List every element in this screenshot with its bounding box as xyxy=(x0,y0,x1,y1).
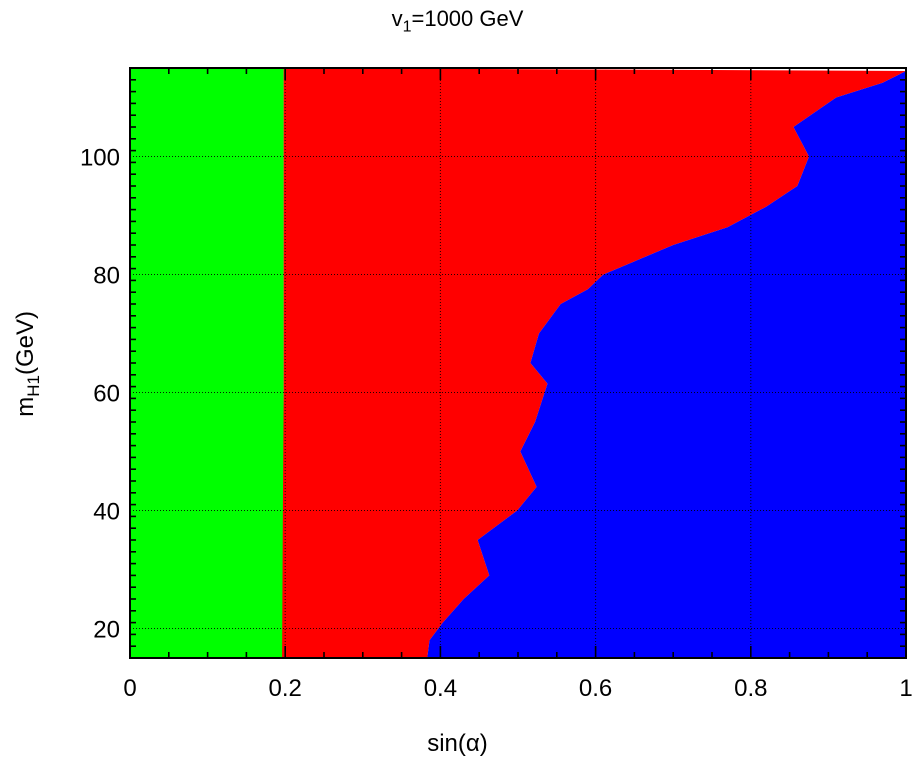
y-tick-label: 40 xyxy=(93,499,120,526)
y-axis-label: mH1(GeV) xyxy=(12,264,44,464)
tick-labels: 0 0.2 0.4 0.6 0.8 1 20 40 60 80 100 xyxy=(80,145,913,703)
x-axis-label: sin(α) xyxy=(0,730,915,758)
x-tick-label: 0.8 xyxy=(734,675,767,702)
region-green xyxy=(130,68,284,658)
grid-lines xyxy=(130,68,906,658)
x-tick-label: 0.4 xyxy=(424,675,457,702)
title-variable: v xyxy=(391,6,403,31)
y-tick-label: 20 xyxy=(93,617,120,644)
x-tick-label: 1 xyxy=(899,675,912,702)
title-rest: =1000 GeV xyxy=(411,6,524,31)
y-tick-label: 100 xyxy=(80,145,120,172)
x-tick-label: 0.2 xyxy=(269,675,302,702)
y-tick-label: 80 xyxy=(93,263,120,290)
plot-frame xyxy=(129,67,907,659)
x-axis-label-text: sin(α) xyxy=(427,730,488,757)
y-axis-label-rest: (GeV) xyxy=(12,311,40,376)
y-tick-label: 60 xyxy=(93,381,120,408)
region-blue xyxy=(427,68,906,658)
x-tick-label: 0 xyxy=(123,675,136,702)
y-axis-label-variable: m xyxy=(12,396,40,417)
chart-title: v1=1000 GeV xyxy=(0,6,915,36)
title-subscript: 1 xyxy=(402,18,412,36)
y-axis-label-subscript: H1 xyxy=(23,375,43,397)
region-red xyxy=(282,68,906,658)
x-tick-label: 0.6 xyxy=(579,675,612,702)
